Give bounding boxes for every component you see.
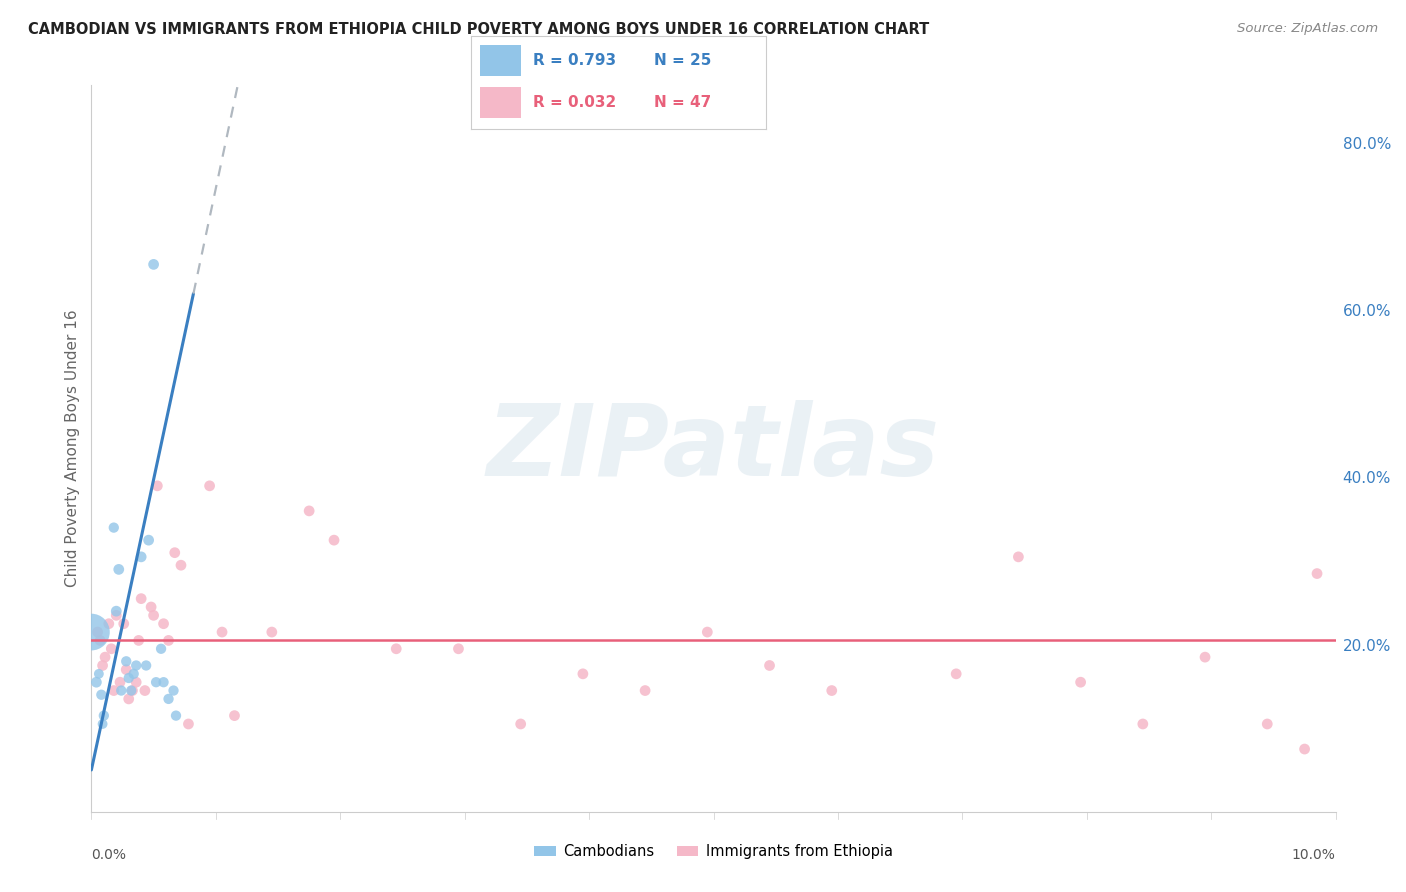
Text: ZIPatlas: ZIPatlas [486, 400, 941, 497]
Point [211, 625, 233, 640]
Text: 10.0%: 10.0% [1292, 848, 1336, 862]
Point [1007, 549, 1029, 564]
Point [170, 558, 193, 573]
Point [105, 604, 128, 618]
Point [112, 616, 135, 631]
Point [509, 717, 531, 731]
Point [86, 625, 108, 640]
Point [93, 708, 115, 723]
Point [125, 658, 148, 673]
Point [298, 504, 321, 518]
Point [103, 683, 125, 698]
Text: R = 0.032: R = 0.032 [533, 95, 616, 110]
Point [142, 608, 165, 623]
Text: 0.0%: 0.0% [91, 848, 127, 862]
Point [145, 675, 167, 690]
Point [138, 533, 160, 548]
Point [1256, 717, 1278, 731]
Point [118, 692, 141, 706]
Point [198, 479, 221, 493]
Point [135, 658, 157, 673]
Point [118, 671, 141, 685]
Point [1306, 566, 1329, 581]
Point [97, 616, 120, 631]
Point [105, 608, 128, 623]
Point [224, 708, 246, 723]
Point [122, 666, 145, 681]
Point [165, 708, 187, 723]
Point [385, 641, 408, 656]
Point [150, 641, 173, 656]
Point [100, 641, 122, 656]
Point [115, 654, 138, 668]
Point [110, 683, 132, 698]
Bar [479, 45, 522, 76]
Point [120, 683, 142, 698]
Point [177, 717, 200, 731]
Point [152, 675, 174, 690]
Point [121, 683, 143, 698]
Point [129, 591, 152, 606]
Text: N = 47: N = 47 [654, 95, 711, 110]
Point [152, 616, 174, 631]
Point [142, 257, 165, 271]
Point [260, 625, 283, 640]
Point [107, 562, 129, 576]
Point [86, 675, 108, 690]
Point [1132, 717, 1154, 731]
Point [162, 683, 184, 698]
Text: R = 0.793: R = 0.793 [533, 53, 616, 68]
Point [139, 599, 162, 614]
Point [87, 666, 110, 681]
Point [115, 663, 138, 677]
Point [447, 641, 470, 656]
Point [94, 650, 117, 665]
Y-axis label: Child Poverty Among Boys Under 16: Child Poverty Among Boys Under 16 [65, 310, 80, 587]
Point [1070, 675, 1092, 690]
Point [89, 633, 111, 648]
Legend: Cambodians, Immigrants from Ethiopia: Cambodians, Immigrants from Ethiopia [529, 838, 898, 864]
Point [945, 666, 967, 681]
Point [163, 546, 186, 560]
Point [157, 633, 180, 648]
Point [146, 479, 169, 493]
Point [108, 675, 131, 690]
Point [1294, 742, 1316, 756]
Point [91, 717, 114, 731]
Point [696, 625, 718, 640]
Point [90, 688, 112, 702]
Point [129, 549, 152, 564]
Point [91, 658, 114, 673]
Text: N = 25: N = 25 [654, 53, 711, 68]
Text: Source: ZipAtlas.com: Source: ZipAtlas.com [1237, 22, 1378, 36]
Point [1194, 650, 1216, 665]
Point [128, 633, 150, 648]
Point [572, 666, 595, 681]
Point [758, 658, 780, 673]
Point [80, 625, 103, 640]
Point [821, 683, 844, 698]
Point [125, 675, 148, 690]
Point [634, 683, 657, 698]
Point [323, 533, 346, 548]
Point [134, 683, 156, 698]
Point [157, 692, 180, 706]
Text: CAMBODIAN VS IMMIGRANTS FROM ETHIOPIA CHILD POVERTY AMONG BOYS UNDER 16 CORRELAT: CAMBODIAN VS IMMIGRANTS FROM ETHIOPIA CH… [28, 22, 929, 37]
Point [103, 520, 125, 534]
Bar [479, 87, 522, 118]
